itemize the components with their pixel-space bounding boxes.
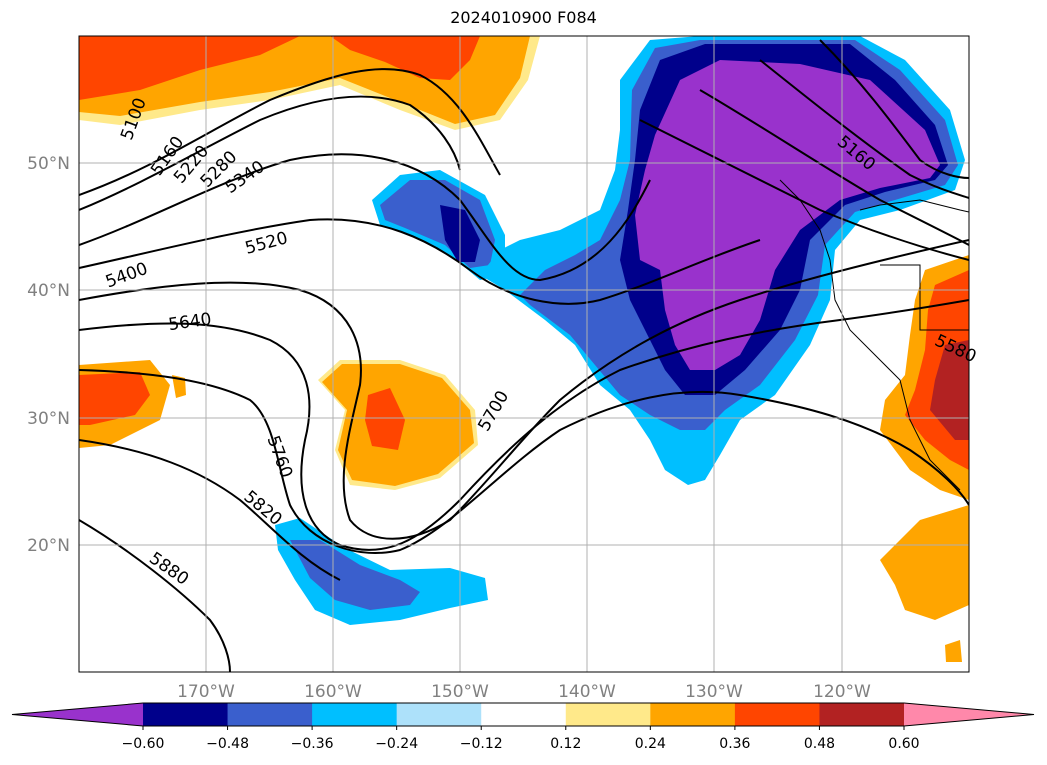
colorbar-segment	[565, 703, 651, 726]
lon-label: 140°W	[558, 682, 616, 702]
colorbar-segment	[227, 703, 313, 726]
lon-label: 170°W	[177, 682, 235, 702]
colorbar-segment	[312, 703, 398, 726]
colorbar-tick-label: −0.12	[460, 736, 503, 752]
colorbar-segment	[819, 703, 905, 726]
contour-line	[79, 299, 969, 551]
lon-label: 120°W	[813, 682, 871, 702]
contour-line	[79, 369, 969, 554]
contour-line	[759, 59, 969, 199]
lat-label: 50°N	[27, 154, 70, 174]
map-frame	[78, 35, 970, 673]
colorbar-segment	[396, 703, 482, 726]
colorbar-segment	[481, 703, 567, 726]
colorbar-tick-label: 0.12	[550, 736, 581, 752]
colorbar-tick-label: −0.60	[122, 736, 165, 752]
lat-label: 40°N	[27, 281, 70, 301]
contour-line	[79, 68, 501, 196]
colorbar: −0.60 −0.48 −0.36 −0.24 −0.12 0.12 0.24 0.36 0.4…	[11, 702, 1035, 752]
contour-line	[79, 95, 461, 211]
lon-label: 130°W	[685, 682, 743, 702]
latitude-labels: 50°N 40°N 30°N 20°N	[27, 154, 70, 556]
colorbar-tick-label: 0.48	[804, 736, 835, 752]
colorbar-tick-label: −0.48	[206, 736, 249, 752]
colorbar-tick-label: 0.24	[635, 736, 666, 752]
contour-line	[79, 153, 651, 282]
colorbar-segment	[650, 703, 736, 726]
longitude-labels: 170°W 160°W 150°W 140°W 130°W 120°W	[177, 682, 871, 702]
colorbar-tick-label: 0.60	[888, 736, 919, 752]
positive-anomaly-se	[880, 505, 969, 620]
contour-line	[639, 119, 969, 261]
contour-line	[79, 439, 341, 581]
height-contours	[79, 39, 969, 672]
lat-label: 20°N	[27, 536, 70, 556]
lon-label: 160°W	[304, 682, 362, 702]
colorbar-tick-label: 0.36	[719, 736, 750, 752]
colorbar-extend-high	[904, 703, 1034, 726]
contour-line	[79, 519, 231, 672]
coastline	[779, 179, 969, 491]
contour-line	[819, 39, 969, 179]
contour-line	[699, 89, 969, 246]
colorbar-extend-low	[12, 703, 143, 726]
colorbar-segment	[143, 703, 229, 726]
map-title: 2024010900 F084	[450, 8, 597, 27]
lat-label: 30°N	[27, 409, 70, 429]
lon-label: 150°W	[431, 682, 489, 702]
colorbar-tick-label: −0.24	[375, 736, 418, 752]
shaded-anomaly-field	[79, 36, 969, 672]
colorbar-tick-label: −0.36	[291, 736, 334, 752]
graticule	[79, 36, 969, 672]
colorbar-segment	[734, 703, 820, 726]
contour-line	[79, 218, 761, 305]
